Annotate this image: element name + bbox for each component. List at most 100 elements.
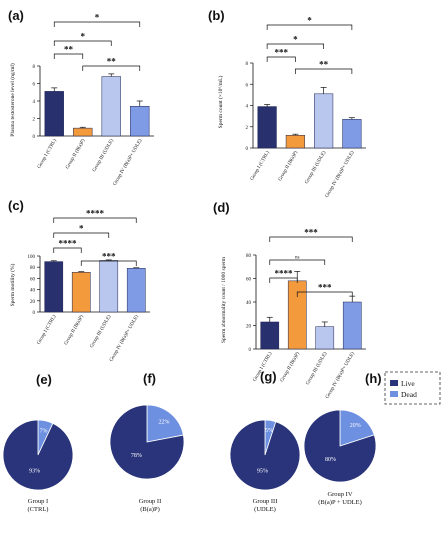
y-tick-label: 8	[246, 62, 249, 67]
y-tick-label: 0	[33, 135, 36, 140]
pie-caption: (UDLE)	[254, 506, 276, 513]
pie-chart-3: (h) 20% 80% Group IV(B(a)P + UDLE)	[303, 371, 382, 506]
category-label: Group IV (B(a)P+ UDLE)	[325, 150, 356, 199]
pie-label-live: 80%	[325, 457, 336, 463]
pie-label-dead: 20%	[350, 423, 361, 429]
pie-label-dead: 22%	[158, 419, 169, 425]
bar	[287, 280, 307, 350]
legend-dead-label: Dead	[401, 390, 417, 399]
y-tick-label: 6	[33, 83, 36, 88]
bar	[285, 135, 305, 149]
y-tick-label: 6	[246, 83, 249, 88]
pie-charts-layer: (e)7%93%Group I(CTRL)(f)22%78%Group II(B…	[2, 369, 382, 513]
bar-chart-3: (d) 0 20 40 60 80 Sperm abnormality count / 10…	[213, 200, 366, 400]
category-label: Group II (B(a)P)	[64, 314, 85, 346]
pie-caption: (B(a)P + UDLE)	[318, 499, 362, 506]
bar	[257, 106, 277, 149]
panel-letter: (b)	[208, 8, 225, 23]
y-tick-label: 20	[30, 300, 36, 305]
y-tick-label: 40	[30, 289, 36, 294]
bar	[342, 119, 362, 149]
y-tick-label: 0	[33, 311, 36, 316]
significance-label: ****	[86, 209, 105, 219]
category-label: Group III (UDLE)	[306, 351, 329, 386]
bar	[44, 91, 64, 137]
bar-chart-0: (a) 0 2 4 6 8 Plasma testosterone level (ng/ml…	[8, 8, 154, 187]
pie-slice-live	[303, 409, 377, 483]
y-axis-label: Sperm abnormality count / 1000 sperm	[221, 256, 227, 343]
panel-letter: (g)	[260, 369, 277, 384]
legend-live-swatch	[390, 380, 398, 386]
significance-bracket	[82, 65, 141, 71]
pie-slice-live	[109, 404, 185, 480]
panel-letter: (d)	[213, 200, 230, 215]
bar	[314, 93, 334, 149]
category-label: Group I (CTRL)	[250, 150, 271, 181]
significance-bracket	[53, 21, 141, 27]
y-tick-label: 40	[246, 301, 252, 306]
category-label: Group I (CTRL)	[37, 138, 58, 169]
pie-caption: Group IV	[327, 491, 352, 498]
bar	[126, 268, 146, 313]
y-axis-label: Sperm count (×10⁶/mL)	[217, 75, 224, 128]
pie-chart-2: (g) 5% 95% Group III(UDLE)	[229, 369, 301, 513]
bar	[260, 321, 280, 350]
significance-label: ***	[275, 48, 289, 58]
y-tick-label: 0	[246, 147, 249, 152]
y-tick-label: 60	[246, 278, 252, 283]
bar	[44, 261, 64, 313]
significance-label: ***	[318, 283, 332, 293]
pie-label-live: 95%	[257, 469, 268, 475]
bar-chart-2: (c) 0 20 40 60 80 100 Sperm motility (%) Group I…	[8, 198, 150, 363]
significance-label: *	[79, 224, 84, 234]
y-axis-label: Sperm motility (%)	[9, 263, 16, 306]
pie-caption: Group I	[28, 498, 48, 505]
significance-bracket	[80, 260, 137, 266]
pie-label-live: 93%	[29, 468, 40, 474]
significance-label: *	[95, 13, 100, 23]
significance-bracket	[53, 53, 84, 59]
significance-bracket	[269, 259, 326, 265]
category-label: Group IV (B(a)P+ UDLE)	[109, 314, 140, 363]
significance-label: *	[293, 35, 298, 45]
category-label: Group III (UDLE)	[305, 150, 328, 185]
legend-dead-swatch	[390, 391, 398, 397]
pie-caption: Group III	[253, 498, 278, 505]
panel-letter: (e)	[36, 372, 52, 387]
y-tick-label: 60	[30, 277, 36, 282]
pie-caption: (B(a)P)	[140, 506, 160, 513]
pie-slice-live	[229, 419, 301, 491]
significance-label: ****	[275, 269, 294, 279]
significance-bracket	[296, 291, 353, 297]
bar	[71, 271, 91, 313]
significance-bracket	[53, 217, 137, 223]
significance-label: **	[64, 45, 74, 55]
significance-label: **	[319, 60, 329, 70]
pie-label-live: 78%	[131, 453, 142, 459]
category-label: Group IV (B(a)P+ UDLE)	[325, 351, 356, 400]
bar	[73, 127, 93, 137]
bar	[315, 326, 335, 350]
significance-label: *	[307, 16, 312, 26]
significance-bracket	[266, 43, 324, 49]
pie-chart-1: (f) 22% 78% Group II(B(a)P)	[109, 371, 185, 513]
category-label: Group I (CTRL)	[37, 314, 58, 345]
legend-live-label: Live	[401, 379, 415, 388]
panel-letter: (h)	[365, 371, 382, 386]
y-axis-label: Plasma testosterone level (ng/ml)	[9, 63, 16, 137]
y-tick-label: 80	[246, 254, 252, 259]
panel-letter: (f)	[143, 371, 156, 386]
category-label: Group IV (B(a)P+ UDLE)	[113, 138, 144, 187]
significance-bracket	[266, 56, 296, 62]
pie-chart-0: (e) 7% 93% Group I(CTRL)	[2, 372, 74, 513]
category-label: Group II (B(a)P)	[65, 138, 86, 170]
pie-label-dead: 7%	[39, 428, 47, 434]
category-label: Group II (B(a)P)	[280, 351, 301, 383]
y-tick-label: 4	[246, 105, 249, 110]
significance-bracket	[269, 277, 298, 283]
significance-bracket	[53, 232, 110, 238]
y-tick-label: 80	[30, 266, 36, 271]
y-tick-label: 2	[246, 126, 249, 131]
significance-bracket	[266, 24, 353, 30]
bar-charts-layer: (a) 0 2 4 6 8 Plasma testosterone level (ng/ml…	[8, 8, 366, 400]
